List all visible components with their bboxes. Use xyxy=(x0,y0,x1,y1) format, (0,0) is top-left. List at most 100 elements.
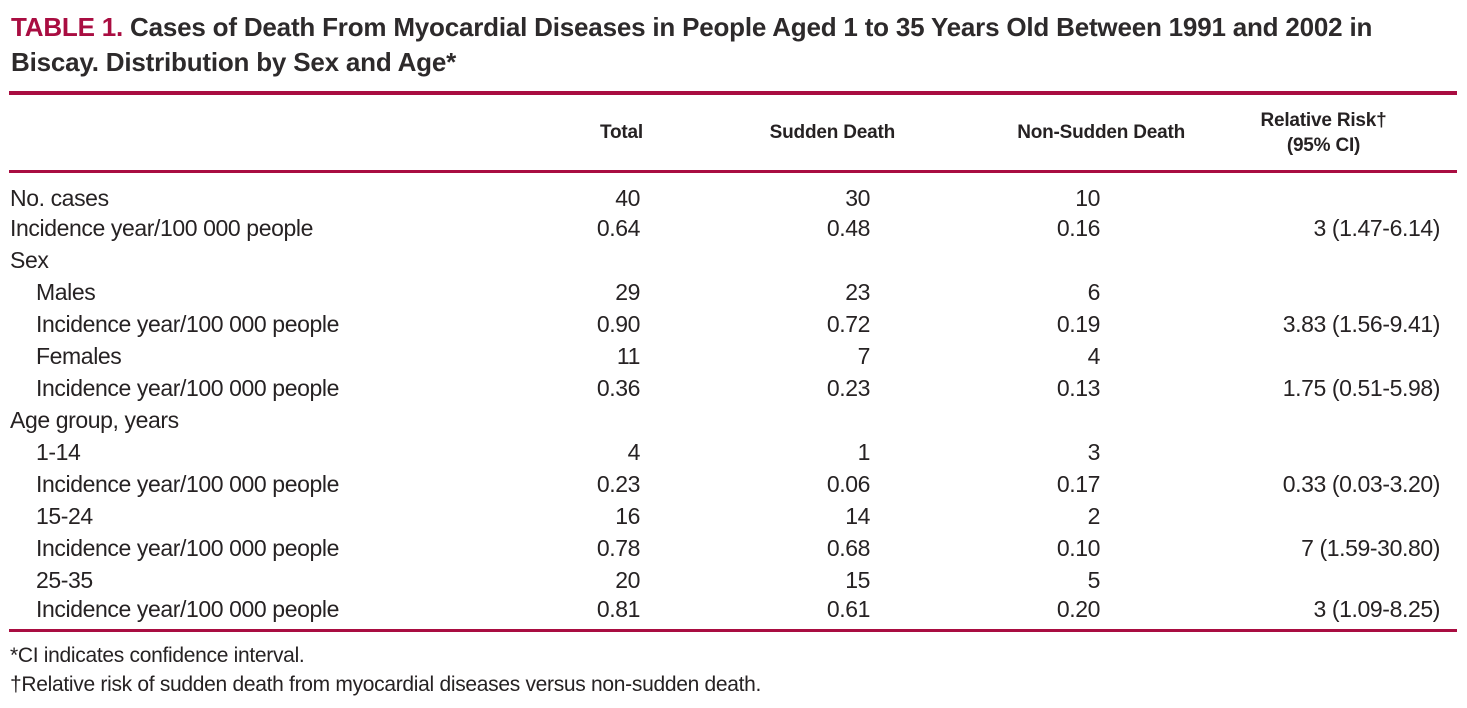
total-value: 0.78 xyxy=(596,534,641,561)
table-row: Incidence year/100 000 people 0.36 0.23 … xyxy=(9,372,1457,404)
non-sudden-death-value: 0.17 xyxy=(1056,470,1101,497)
sudden-death-value: 0.23 xyxy=(826,374,871,401)
non-sudden-death-value: 0.16 xyxy=(1056,214,1101,241)
non-sudden-death-value: 3 xyxy=(1087,438,1101,465)
row-label: Age group, years xyxy=(10,406,179,433)
total-value: 0.36 xyxy=(596,374,641,401)
sudden-death-value xyxy=(645,404,895,436)
header-relative-risk-line1: Relative Risk† xyxy=(1260,110,1387,131)
sudden-death-value: 30 xyxy=(845,185,870,211)
row-label: Incidence year/100 000 people xyxy=(10,214,313,241)
sudden-death-value: 14 xyxy=(845,502,870,529)
sudden-death-value xyxy=(645,244,895,276)
non-sudden-death-value: 0.13 xyxy=(1056,374,1101,401)
table-title-text: Cases of Death From Myocardial Diseases … xyxy=(11,12,1373,77)
total-value: 0.90 xyxy=(596,310,641,337)
relative-risk-value: 3.83 (1.56-9.41) xyxy=(1282,310,1441,337)
non-sudden-death-value: 6 xyxy=(1087,278,1101,305)
relative-risk-value xyxy=(1190,172,1457,213)
non-sudden-death-value: 0.20 xyxy=(1056,596,1101,622)
table-row: Incidence year/100 000 people 0.64 0.48 … xyxy=(9,212,1457,244)
total-value xyxy=(439,404,645,436)
row-label: 1-14 xyxy=(36,438,81,465)
relative-risk-value xyxy=(1190,276,1457,308)
table-row: Incidence year/100 000 people 0.81 0.61 … xyxy=(9,596,1457,629)
row-label: Males xyxy=(36,278,96,305)
table-row: Incidence year/100 000 people 0.78 0.68 … xyxy=(9,532,1457,564)
total-value: 29 xyxy=(615,278,640,305)
table-header-row: Total Sudden Death Non-Sudden Death Rela… xyxy=(9,95,1457,173)
non-sudden-death-value xyxy=(895,404,1190,436)
table-row: Age group, years xyxy=(9,404,1457,436)
non-sudden-death-value: 0.19 xyxy=(1056,310,1101,337)
total-value: 16 xyxy=(615,502,640,529)
header-relative-risk-line2: (95% CI) xyxy=(1286,135,1361,156)
footnote-ci: *CI indicates confidence interval. xyxy=(10,644,305,667)
total-value: 20 xyxy=(615,566,640,593)
table-footnotes: *CI indicates confidence interval. †Rela… xyxy=(10,641,1457,699)
total-value: 0.64 xyxy=(596,214,641,241)
table-row: Incidence year/100 000 people 0.23 0.06 … xyxy=(9,468,1457,500)
footnote-relative-risk: †Relative risk of sudden death from myoc… xyxy=(10,673,762,696)
non-sudden-death-value: 4 xyxy=(1087,342,1101,369)
relative-risk-value xyxy=(1190,500,1457,532)
sudden-death-value: 0.68 xyxy=(826,534,871,561)
table-row: Females 11 7 4 xyxy=(9,340,1457,372)
table-body: No. cases 40 30 10 Incidence year/100 00… xyxy=(9,172,1457,630)
relative-risk-value: 3 (1.47-6.14) xyxy=(1313,214,1441,241)
relative-risk-value xyxy=(1190,244,1457,276)
relative-risk-value: 0.33 (0.03-3.20) xyxy=(1282,470,1441,497)
total-value: 40 xyxy=(615,185,640,211)
header-relative-risk: Relative Risk† (95% CI) xyxy=(1190,95,1457,173)
table-row: 1-14 4 1 3 xyxy=(9,436,1457,468)
row-label: No. cases xyxy=(10,185,109,211)
data-table: Total Sudden Death Non-Sudden Death Rela… xyxy=(9,95,1457,629)
relative-risk-value xyxy=(1190,340,1457,372)
non-sudden-death-value: 5 xyxy=(1087,566,1101,593)
header-total: Total xyxy=(439,95,645,173)
row-label: Incidence year/100 000 people xyxy=(36,470,339,497)
row-label: Incidence year/100 000 people xyxy=(36,374,339,401)
non-sudden-death-value xyxy=(895,244,1190,276)
table-number: TABLE 1. xyxy=(11,12,124,42)
row-label: Incidence year/100 000 people xyxy=(36,596,339,622)
relative-risk-value xyxy=(1190,564,1457,596)
table-row: 15-24 16 14 2 xyxy=(9,500,1457,532)
non-sudden-death-value: 0.10 xyxy=(1056,534,1101,561)
row-label: Incidence year/100 000 people xyxy=(36,534,339,561)
table-row: No. cases 40 30 10 xyxy=(9,172,1457,213)
non-sudden-death-value: 10 xyxy=(1075,185,1100,211)
non-sudden-death-value: 2 xyxy=(1087,502,1101,529)
sudden-death-value: 23 xyxy=(845,278,870,305)
table-row: Incidence year/100 000 people 0.90 0.72 … xyxy=(9,308,1457,340)
sudden-death-value: 0.72 xyxy=(826,310,871,337)
relative-risk-value xyxy=(1190,404,1457,436)
relative-risk-value: 1.75 (0.51-5.98) xyxy=(1282,374,1441,401)
relative-risk-value: 3 (1.09-8.25) xyxy=(1313,596,1441,622)
table-title: TABLE 1. Cases of Death From Myocardial D… xyxy=(11,10,1457,80)
sudden-death-value: 7 xyxy=(857,342,871,369)
header-label xyxy=(9,95,439,173)
row-label: Females xyxy=(36,342,122,369)
total-value: 0.23 xyxy=(596,470,641,497)
total-value: 4 xyxy=(627,438,641,465)
row-label: Sex xyxy=(10,246,49,273)
total-value: 11 xyxy=(616,342,640,369)
bottom-rule xyxy=(9,629,1457,632)
relative-risk-value xyxy=(1190,436,1457,468)
row-label: 15-24 xyxy=(36,502,93,529)
top-rule xyxy=(9,91,1457,95)
sudden-death-value: 15 xyxy=(845,566,870,593)
header-sudden-death: Sudden Death xyxy=(645,95,895,173)
sudden-death-value: 0.48 xyxy=(826,214,871,241)
sudden-death-value: 0.61 xyxy=(826,596,871,622)
row-label: 25-35 xyxy=(36,566,93,593)
relative-risk-value: 7 (1.59-30.80) xyxy=(1301,534,1440,561)
sudden-death-value: 0.06 xyxy=(826,470,871,497)
total-value xyxy=(439,244,645,276)
table-row: Sex xyxy=(9,244,1457,276)
row-label: Incidence year/100 000 people xyxy=(36,310,339,337)
total-value: 0.81 xyxy=(596,596,641,622)
table-row: Males 29 23 6 xyxy=(9,276,1457,308)
